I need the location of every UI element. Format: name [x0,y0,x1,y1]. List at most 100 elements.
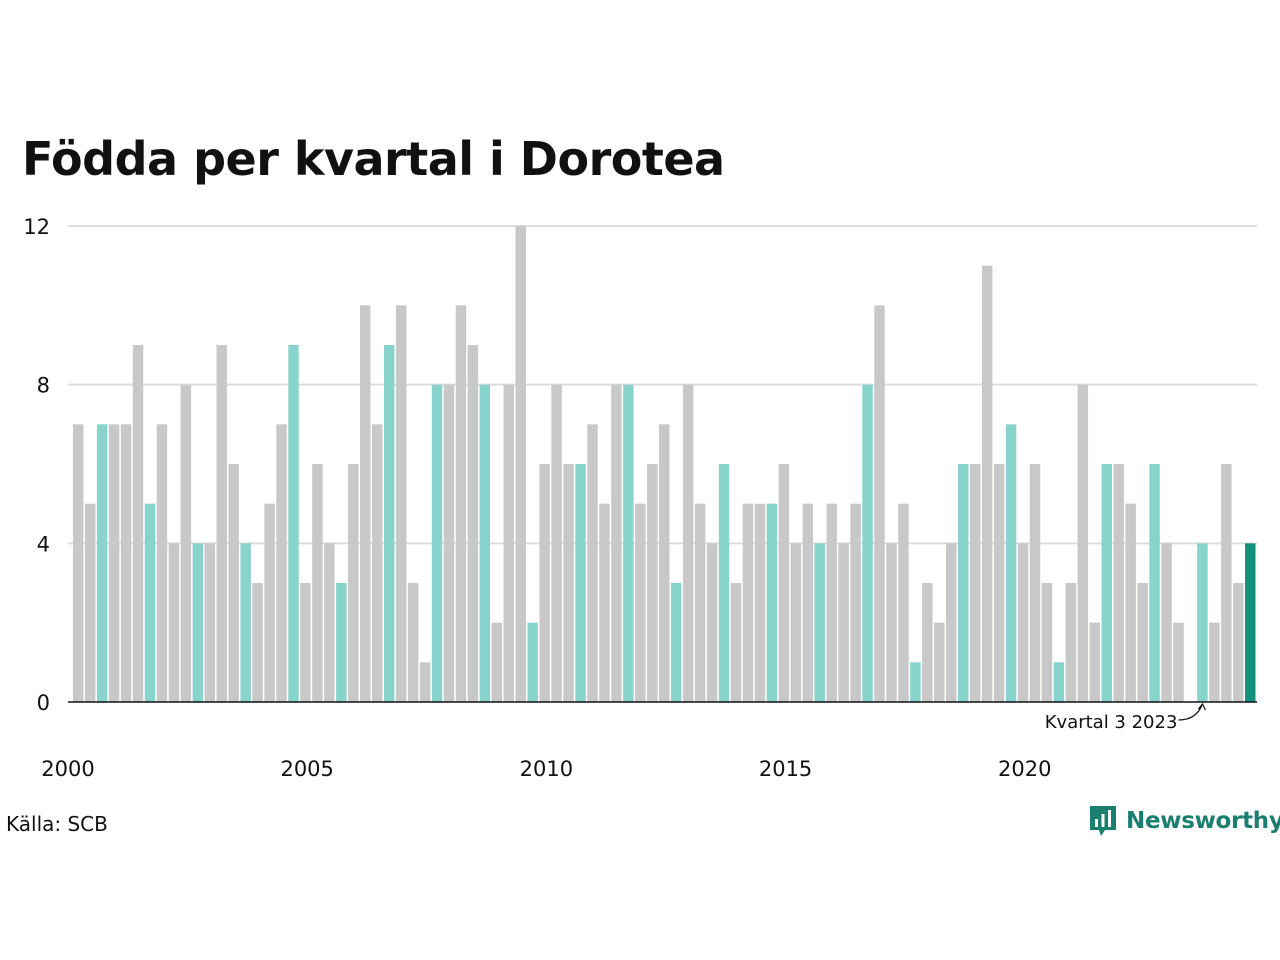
bar [670,583,682,702]
bar [563,464,574,702]
bar [802,503,813,702]
bar [981,265,993,702]
bars [73,226,1256,702]
bar [647,464,658,702]
bar [467,345,479,702]
bar [551,384,562,702]
y-axis-ticks: 0 4 8 12 [23,215,50,715]
bar [96,424,108,702]
newsworthy-logo-text: Newsworthy [1126,808,1280,834]
bar [455,305,467,702]
bar [790,543,802,702]
bar [1161,543,1172,702]
bar [742,503,754,702]
bar [240,543,251,702]
bar [120,424,132,702]
bar [479,384,491,702]
bar [228,464,239,702]
x-tick-label: 2010 [520,757,573,781]
bar [1089,622,1101,702]
bar [192,543,204,702]
bar [515,226,526,702]
y-tick-label: 0 [37,691,50,715]
bar [204,543,216,702]
bar [1149,464,1160,702]
annotation-arrow [1178,702,1206,721]
bar [84,503,96,702]
bar [348,464,359,702]
bar [1233,583,1244,702]
bar [718,464,730,702]
bar [922,583,933,702]
bar [1041,583,1053,702]
bar [156,424,168,702]
bar [419,662,431,702]
bar [503,384,515,702]
bar [958,464,969,702]
bar [264,503,275,702]
bar [360,305,371,702]
bar [838,543,849,702]
bar [407,583,419,702]
bar [216,345,227,702]
bar [144,503,156,702]
bar [300,583,311,702]
bar [910,662,921,702]
bar [1077,384,1089,702]
bar [898,503,909,702]
bar [934,622,945,702]
bar [850,503,861,702]
x-tick-label: 2015 [759,757,812,781]
bar [623,384,634,702]
bar [1125,503,1136,702]
bar [1065,583,1077,702]
x-axis-ticks: 2000 2005 2010 2015 2020 [41,757,1051,781]
bar [1113,464,1124,702]
bar-chart: 0 4 8 12 2000 2005 2010 2015 2020 Kvartal 3 202… [23,215,1257,781]
bar [527,622,538,702]
bar [575,464,586,702]
bar [168,543,180,702]
bar [1197,543,1208,702]
y-tick-label: 4 [37,532,50,556]
bar [312,464,323,702]
bar [886,543,897,702]
bar [587,424,598,702]
bar [1137,583,1148,702]
bar [288,345,299,702]
bar [682,384,694,702]
bar [132,345,144,702]
bar [599,503,610,702]
bar [814,543,825,702]
bar [1221,464,1232,702]
bar [706,543,718,702]
newsworthy-logo-icon [1090,806,1116,836]
bar [862,384,873,702]
x-tick-label: 2020 [998,757,1051,781]
bar [252,583,263,702]
chart-title: Födda per kvartal i Dorotea [22,132,725,186]
bar [946,543,957,702]
bar [324,543,335,702]
bar [1209,622,1220,702]
bar [431,384,443,702]
bar [874,305,885,702]
bar [1053,662,1065,702]
source-note: Källa: SCB [6,812,108,836]
bar [826,503,837,702]
bar [694,503,706,702]
bar [1173,622,1184,702]
bar [443,384,455,702]
bar [491,622,503,702]
bar [180,384,192,702]
bar [383,345,395,702]
x-tick-label: 2000 [41,757,94,781]
bar [778,464,790,702]
bar [730,583,742,702]
bar [659,424,670,702]
y-tick-label: 8 [37,374,50,398]
bar [276,424,287,702]
bar [1245,543,1256,702]
x-tick-label: 2005 [280,757,333,781]
annotation: Kvartal 3 2023 [1045,702,1206,733]
